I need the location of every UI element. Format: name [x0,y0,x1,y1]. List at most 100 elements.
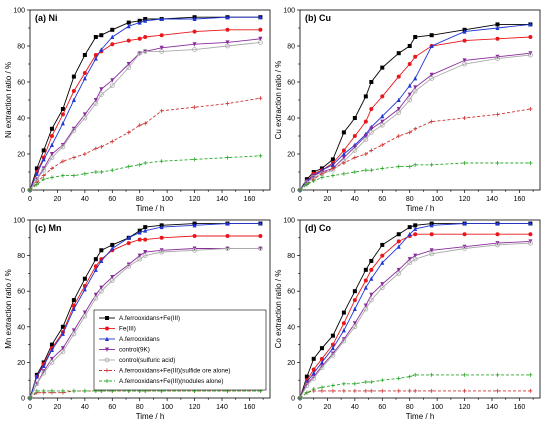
data-point [429,388,434,393]
data-point [330,173,335,178]
x-tick-label: 140 [216,404,228,411]
data-point [143,228,148,233]
data-point [126,23,131,29]
data-point [396,270,402,276]
data-point [82,276,87,281]
data-point [330,162,335,167]
data-point [462,246,467,251]
data-point [71,155,76,160]
data-point [528,388,533,393]
data-point [60,107,65,111]
data-point [192,16,197,21]
data-point [110,274,115,280]
series-6 [298,107,533,192]
data-point [93,170,98,174]
data-point [396,107,401,112]
data-point [380,388,385,393]
x-tick-label: 60 [378,404,386,411]
data-point [41,369,46,374]
data-point [330,342,335,347]
data-point [462,61,467,67]
data-point [380,143,385,147]
data-point [462,116,467,120]
data-point [49,388,54,393]
data-point [369,168,374,173]
data-point [192,246,197,251]
y-tick-label: 80 [17,44,25,51]
series-line [29,390,261,399]
data-point [143,35,148,39]
data-point [71,173,76,178]
x-tick-label: 120 [459,196,471,203]
y-tick-label: 80 [287,253,295,260]
y-axis-title: Co extraction ratio / % [274,270,283,349]
data-point [311,387,316,392]
data-point [429,72,434,78]
data-point [41,167,47,173]
data-point [192,42,197,47]
data-point [396,388,401,393]
data-point [352,388,357,393]
data-point [319,360,324,365]
data-point [126,130,131,135]
data-point [396,134,401,138]
series-4 [298,239,533,401]
series-3 [298,221,533,400]
data-point [363,119,368,124]
data-point [110,242,115,247]
data-point [379,122,385,128]
data-point [319,171,324,176]
data-point [82,310,87,315]
data-point [126,38,131,43]
data-point [341,155,346,160]
data-point [407,62,412,66]
x-tick-label: 140 [216,196,228,203]
data-point [34,374,39,379]
data-point [380,253,385,258]
data-point [258,36,263,42]
data-point [93,292,98,298]
data-point [429,372,434,377]
data-point [363,168,368,173]
data-point [495,56,500,61]
y-tick-label: 100 [13,218,25,225]
legend-box [93,309,267,391]
data-point [369,292,374,298]
data-point [82,115,88,121]
data-point [110,246,115,251]
data-point [257,246,263,251]
data-point [462,161,467,165]
data-point [407,44,412,48]
series-3 [28,221,263,400]
data-point [41,157,46,162]
data-point [341,381,346,386]
legend-entry: A.ferrooxidans [99,336,160,343]
x-tick-label: 140 [486,196,498,203]
data-point [396,232,401,237]
data-point [363,278,368,283]
legend-entry: control(sulfuric acid) [99,357,175,364]
data-point [60,159,65,164]
data-point [311,376,317,381]
data-point [363,267,368,272]
y-tick-label: 0 [21,396,25,403]
data-point [137,162,142,167]
data-point [49,359,55,365]
series-7 [298,372,533,400]
series-line [29,390,261,399]
data-point [298,188,302,192]
data-point [93,257,98,262]
data-point [225,246,230,251]
data-point [528,22,533,27]
data-point [352,144,357,150]
legend-entry: A.ferrooxidans+Fe(III)(sulfide ore alone… [99,368,230,375]
data-point [352,116,357,120]
data-point [137,50,143,56]
data-point [304,390,309,395]
data-point [93,146,98,151]
data-point [60,331,65,336]
plot-frame [299,219,541,399]
data-point [429,162,434,167]
y-tick-label: 40 [17,116,25,123]
